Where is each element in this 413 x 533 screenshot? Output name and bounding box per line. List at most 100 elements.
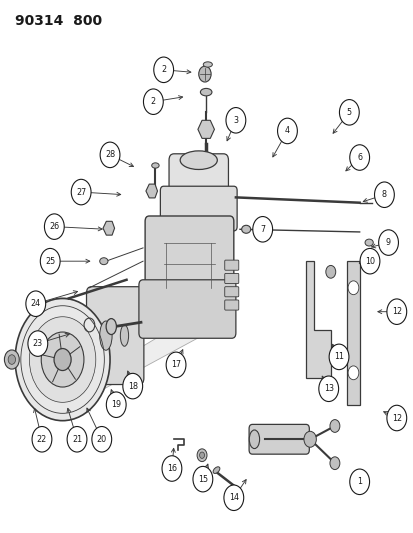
Circle shape [29,317,95,402]
Polygon shape [103,221,114,235]
Ellipse shape [151,163,159,168]
Circle shape [329,457,339,470]
Text: 16: 16 [166,464,176,473]
Text: 14: 14 [228,493,238,502]
Text: 23: 23 [33,339,43,348]
Circle shape [54,349,71,370]
Circle shape [28,331,47,357]
Text: 26: 26 [49,222,59,231]
Text: 18: 18 [128,382,138,391]
Circle shape [41,332,84,387]
Circle shape [40,248,60,274]
Circle shape [166,352,185,377]
Circle shape [328,344,348,369]
Text: 90314  800: 90314 800 [15,14,102,28]
Circle shape [277,118,297,144]
Circle shape [100,142,120,167]
Polygon shape [89,293,231,397]
Circle shape [153,57,173,83]
Text: 21: 21 [72,435,82,444]
Circle shape [123,373,142,399]
FancyBboxPatch shape [160,186,237,231]
Text: 8: 8 [381,190,386,199]
Text: 4: 4 [284,126,289,135]
Circle shape [359,248,379,274]
Text: 7: 7 [259,225,265,234]
Text: 2: 2 [161,66,166,74]
Ellipse shape [106,319,116,335]
Text: 17: 17 [171,360,180,369]
Text: 20: 20 [97,435,107,444]
FancyBboxPatch shape [224,273,238,284]
Circle shape [325,265,335,278]
Text: 10: 10 [364,257,374,265]
Circle shape [198,66,211,82]
Circle shape [44,214,64,239]
Text: 6: 6 [356,153,361,162]
Text: 19: 19 [111,400,121,409]
Ellipse shape [241,225,250,233]
Circle shape [374,182,393,207]
Circle shape [378,230,397,255]
Text: 12: 12 [391,307,401,316]
Text: 12: 12 [391,414,401,423]
Ellipse shape [100,258,108,265]
Circle shape [192,466,212,492]
Text: 2: 2 [150,97,156,106]
Circle shape [143,89,163,115]
Circle shape [71,179,91,205]
Polygon shape [305,261,330,378]
Polygon shape [347,261,359,405]
Ellipse shape [213,467,219,473]
Circle shape [5,350,19,369]
Ellipse shape [249,430,259,449]
Ellipse shape [100,321,112,350]
FancyBboxPatch shape [139,280,235,338]
Circle shape [161,456,181,481]
Circle shape [386,299,406,325]
Circle shape [8,355,16,365]
Circle shape [329,419,339,432]
Circle shape [225,108,245,133]
Circle shape [347,366,358,379]
Text: 22: 22 [37,435,47,444]
FancyBboxPatch shape [145,216,233,296]
Circle shape [67,426,87,452]
FancyBboxPatch shape [169,154,228,201]
Text: 25: 25 [45,257,55,265]
Circle shape [15,298,110,421]
Text: 9: 9 [385,238,390,247]
Circle shape [349,145,369,170]
Text: 5: 5 [346,108,351,117]
Circle shape [106,392,126,417]
Polygon shape [197,120,214,139]
FancyBboxPatch shape [224,260,238,270]
Ellipse shape [120,325,128,346]
Text: 27: 27 [76,188,86,197]
Polygon shape [145,184,157,198]
Ellipse shape [203,62,212,67]
Circle shape [197,449,206,462]
Ellipse shape [364,239,373,246]
Circle shape [223,485,243,511]
Circle shape [199,452,204,458]
Text: 11: 11 [333,352,343,361]
Circle shape [303,431,316,447]
Text: 3: 3 [233,116,238,125]
Text: 24: 24 [31,299,41,308]
Circle shape [339,100,358,125]
FancyBboxPatch shape [86,287,144,384]
Circle shape [318,376,338,401]
Text: 13: 13 [323,384,333,393]
Ellipse shape [180,151,217,169]
Circle shape [32,426,52,452]
Circle shape [92,426,112,452]
Circle shape [347,281,358,295]
Text: 1: 1 [356,478,361,486]
FancyBboxPatch shape [224,300,238,310]
FancyBboxPatch shape [249,424,309,454]
Ellipse shape [200,88,211,96]
Text: 15: 15 [197,475,207,483]
Circle shape [349,469,369,495]
FancyBboxPatch shape [224,287,238,297]
